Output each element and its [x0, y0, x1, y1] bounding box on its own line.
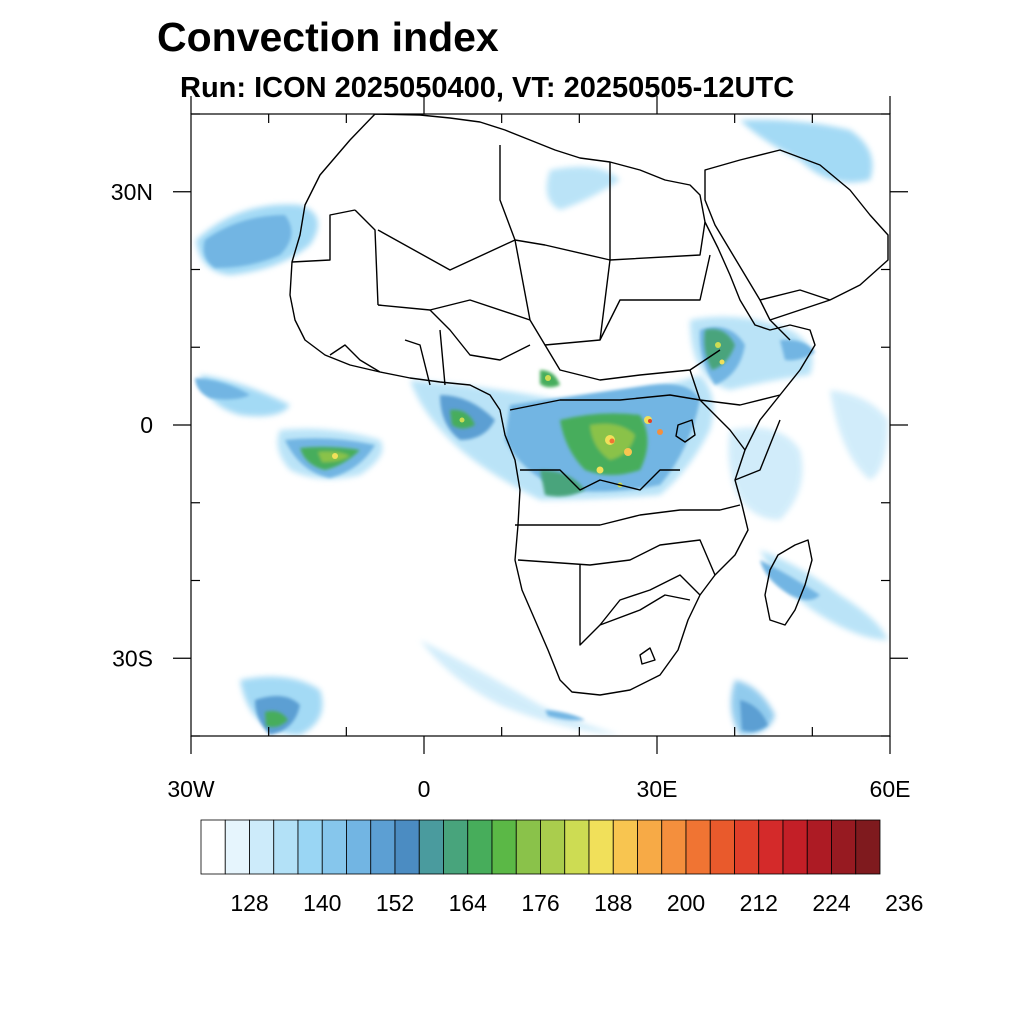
colorbar-swatch [515, 819, 541, 875]
colorbar-label: 200 [667, 890, 705, 916]
axis-ticks [173, 96, 908, 754]
colorbar-swatch [661, 819, 687, 875]
colorbar-swatch [709, 819, 735, 875]
colorbar [200, 819, 881, 875]
map-title: Convection index [157, 14, 499, 60]
colorbar-swatch [782, 819, 808, 875]
convection-field [195, 119, 888, 735]
colorbar-swatch [346, 819, 372, 875]
colorbar-label: 128 [230, 890, 268, 916]
colorbar-swatch [491, 819, 517, 875]
colorbar-swatch [443, 819, 469, 875]
lat-tick-label: 30S [112, 645, 153, 671]
africa-coastline [289, 114, 889, 696]
colorbar-swatch [734, 819, 760, 875]
colorbar-swatch [224, 819, 250, 875]
lon-tick-label: 60E [870, 776, 911, 802]
colorbar-label: 152 [376, 890, 414, 916]
colorbar-swatch [249, 819, 275, 875]
colorbar-swatch [370, 819, 396, 875]
axis-tick-labels: 30N 0 30S 30W 0 30E 60E [111, 179, 911, 802]
colorbar-swatch [200, 819, 226, 875]
colorbar-swatch [637, 819, 663, 875]
lon-tick-label: 0 [418, 776, 431, 802]
colorbar-labels: 128 140 152 164 176 188 200 212 224 236 [230, 890, 923, 916]
colorbar-swatch [321, 819, 347, 875]
colorbar-swatch [855, 819, 881, 875]
colorbar-swatch [831, 819, 857, 875]
colorbar-label: 176 [521, 890, 559, 916]
colorbar-swatch [564, 819, 590, 875]
colorbar-swatch [612, 819, 638, 875]
colorbar-swatch [685, 819, 711, 875]
lon-tick-label: 30E [637, 776, 678, 802]
lon-tick-label: 30W [167, 776, 215, 802]
colorbar-swatch [273, 819, 299, 875]
map-subtitle: Run: ICON 2025050400, VT: 20250505-12UTC [180, 72, 795, 104]
colorbar-label: 188 [594, 890, 632, 916]
colorbar-swatch [588, 819, 614, 875]
colorbar-swatch [297, 819, 323, 875]
colorbar-swatch [806, 819, 832, 875]
colorbar-label: 236 [885, 890, 923, 916]
colorbar-label: 140 [303, 890, 341, 916]
colorbar-swatch [758, 819, 784, 875]
colorbar-label: 164 [449, 890, 488, 916]
colorbar-label: 224 [812, 890, 851, 916]
lat-tick-label: 0 [140, 412, 153, 438]
colorbar-swatch [418, 819, 444, 875]
colorbar-swatch [467, 819, 493, 875]
colorbar-swatch [540, 819, 566, 875]
colorbar-swatch [394, 819, 420, 875]
colorbar-label: 212 [740, 890, 778, 916]
lat-tick-label: 30N [111, 179, 153, 205]
